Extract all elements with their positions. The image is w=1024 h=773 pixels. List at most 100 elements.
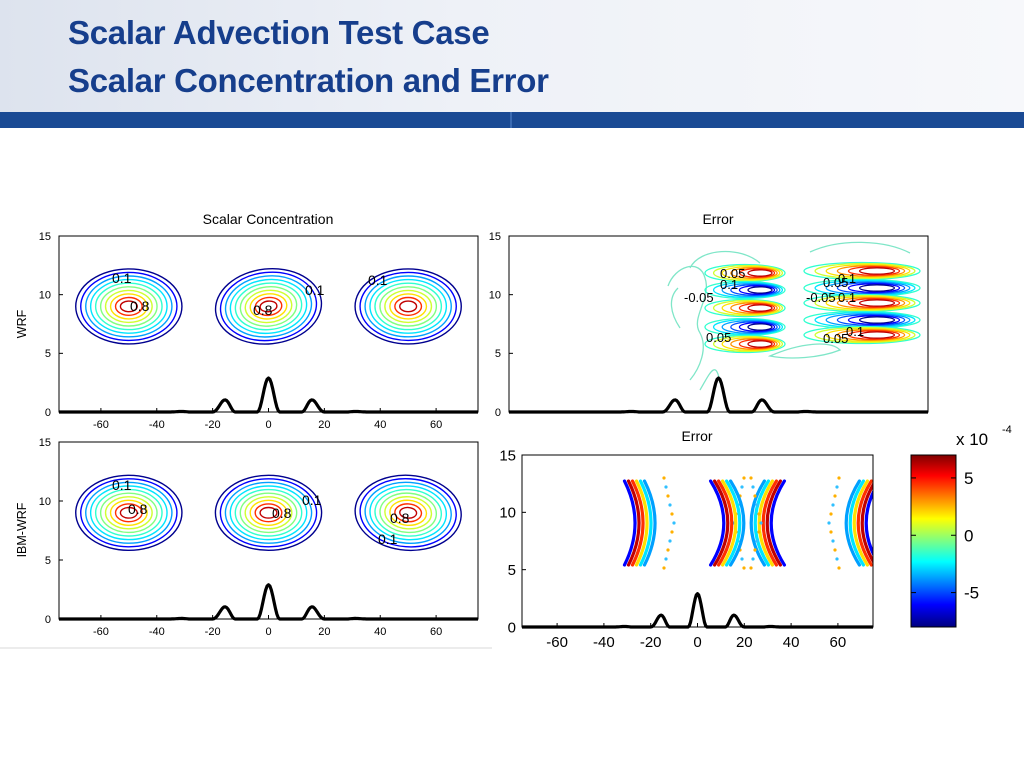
error-contour bbox=[747, 340, 773, 348]
title-divider-band bbox=[0, 112, 1024, 128]
colorbar bbox=[910, 454, 957, 628]
error-crescent bbox=[844, 479, 861, 567]
concentration-contour bbox=[99, 286, 158, 327]
x-tick-label: 0 bbox=[265, 626, 271, 638]
concentration-contour bbox=[219, 478, 318, 548]
error-speck bbox=[755, 503, 759, 507]
panel-d-ticks: 0 5 10 15 -60 -40 -20 0 20 40 60 bbox=[499, 447, 846, 651]
x-tick-label: -60 bbox=[93, 626, 109, 638]
panel-d-axes-box bbox=[521, 454, 874, 628]
error-crescent bbox=[622, 479, 637, 567]
panel-c-contour-label: 0.1 bbox=[302, 492, 322, 508]
panel-b-wiggle bbox=[809, 241, 911, 254]
concentration-contour bbox=[364, 481, 452, 544]
concentration-contour bbox=[379, 492, 438, 534]
concentration-contour bbox=[94, 488, 163, 537]
error-contour bbox=[730, 338, 778, 350]
panel-b-wiggle bbox=[767, 343, 842, 359]
panel-b-contour-label: -0.05 bbox=[806, 290, 836, 305]
error-contour bbox=[836, 297, 906, 309]
error-contour bbox=[814, 326, 916, 344]
concentration-contour bbox=[229, 278, 308, 335]
error-contour bbox=[704, 298, 786, 318]
concentration-contour bbox=[394, 503, 423, 523]
panel-d-title: Error bbox=[681, 428, 712, 444]
y-tick-label: 15 bbox=[39, 231, 51, 243]
concentration-contour bbox=[374, 488, 443, 537]
concentration-contour bbox=[75, 474, 183, 551]
concentration-contour bbox=[85, 275, 173, 338]
panel-c-contours bbox=[75, 474, 462, 552]
concentration-contour bbox=[384, 496, 433, 530]
x-tick-label: 40 bbox=[783, 634, 800, 651]
error-contour bbox=[847, 298, 901, 308]
error-contour bbox=[721, 319, 781, 335]
error-speck bbox=[753, 548, 757, 552]
panel-d-error-field bbox=[622, 476, 873, 570]
concentration-contour bbox=[249, 499, 288, 526]
error-speck bbox=[835, 557, 839, 561]
error-speck bbox=[837, 566, 841, 570]
concentration-contour bbox=[234, 282, 303, 331]
error-contour bbox=[730, 302, 778, 314]
concentration-contour bbox=[364, 275, 452, 338]
figure-panels: Scalar Concentration WRF 0 5 10 15 -60 -40 -20… bbox=[0, 128, 1024, 768]
error-contour bbox=[721, 336, 781, 352]
error-contour bbox=[738, 268, 776, 278]
panel-d-terrain bbox=[521, 592, 874, 629]
error-speck bbox=[666, 494, 670, 498]
error-crescent bbox=[626, 479, 641, 567]
colorbar-tick-label: -5 bbox=[964, 584, 979, 603]
error-crescent bbox=[721, 479, 738, 567]
x-tick-label: -20 bbox=[640, 634, 662, 651]
error-contour bbox=[738, 322, 776, 332]
error-crescent bbox=[709, 479, 726, 567]
error-contour bbox=[858, 284, 896, 292]
error-contour bbox=[858, 267, 896, 275]
concentration-contour bbox=[244, 289, 293, 324]
panel-a-contours bbox=[75, 267, 462, 345]
panel-b-terrain bbox=[508, 376, 929, 414]
error-speck bbox=[668, 503, 672, 507]
concentration-contour bbox=[389, 293, 428, 320]
concentration-contour bbox=[259, 300, 278, 313]
error-contour bbox=[747, 269, 773, 277]
y-tick-label: 15 bbox=[39, 437, 51, 449]
panel-wrf-concentration: Scalar Concentration WRF 0 5 10 15 -60 -40 -20… bbox=[15, 211, 479, 431]
error-contour bbox=[747, 286, 773, 294]
error-contour bbox=[712, 264, 784, 282]
panel-b-title: Error bbox=[702, 211, 733, 227]
panel-b-contour-label: 0.05 bbox=[706, 330, 731, 345]
y-tick-label: 0 bbox=[495, 407, 501, 419]
error-speck bbox=[755, 539, 759, 543]
error-crescent bbox=[765, 479, 782, 567]
error-speck bbox=[831, 539, 835, 543]
panel-b-contour-label: 0.1 bbox=[720, 277, 738, 292]
x-tick-label: -20 bbox=[205, 419, 221, 431]
error-crescent bbox=[769, 479, 786, 567]
y-tick-label: 5 bbox=[45, 348, 51, 360]
panel-a-contour-label: 0.8 bbox=[253, 302, 273, 318]
concentration-contour bbox=[359, 271, 457, 342]
error-contour bbox=[747, 323, 773, 331]
error-speck bbox=[751, 485, 755, 489]
concentration-contour bbox=[359, 478, 457, 548]
error-contour bbox=[825, 263, 911, 279]
concentration-contour bbox=[94, 282, 163, 331]
panel-b-wiggle bbox=[689, 250, 761, 269]
error-contour bbox=[704, 334, 786, 354]
panel-a-contour-label: 0.8 bbox=[130, 298, 150, 314]
y-tick-label: 5 bbox=[495, 348, 501, 360]
panel-ibm-error: Error 0 5 10 15 -60 -40 -20 0 20 40 60 x 10 -4 5 0 -… bbox=[499, 424, 1011, 651]
x-tick-label: 0 bbox=[693, 634, 701, 651]
panel-wrf-error: Error 0 5 10 15 0.05 0.1 -0.05 0.05 0.05 0.… bbox=[489, 211, 929, 419]
concentration-contour bbox=[354, 474, 462, 552]
error-speck bbox=[664, 485, 668, 489]
concentration-contour bbox=[354, 268, 462, 345]
x-tick-label: 40 bbox=[374, 626, 386, 638]
error-speck bbox=[837, 476, 841, 480]
panel-b-contour-label: 0.05 bbox=[823, 275, 848, 290]
error-crescent bbox=[717, 479, 734, 567]
concentration-contour bbox=[99, 492, 158, 534]
concentration-contour bbox=[399, 300, 418, 313]
